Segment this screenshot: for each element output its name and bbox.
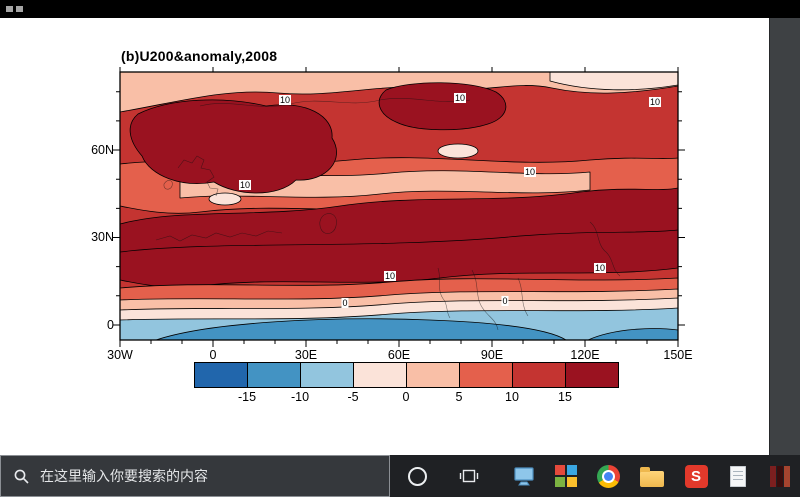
colorbar-cell <box>407 363 460 387</box>
computer-app-button[interactable] <box>504 455 544 497</box>
contour-label: 10 <box>523 167 537 177</box>
contour-label: 0 <box>341 298 349 308</box>
app-grid-button[interactable] <box>546 455 586 497</box>
taskbar: 在这里输入你要搜索的内容 <box>0 455 800 497</box>
taskbar-search[interactable]: 在这里输入你要搜索的内容 <box>0 455 390 497</box>
task-view-button[interactable] <box>448 455 490 497</box>
document-icon <box>730 465 746 487</box>
contour-label: 10 <box>278 95 292 105</box>
contour-label: 10 <box>383 271 397 281</box>
contour-label: 0 <box>501 296 509 306</box>
x-tick-label: 0 <box>209 348 217 362</box>
map-fill-bands <box>120 72 678 340</box>
red-s-app-button[interactable]: S <box>676 455 716 497</box>
red-s-app-icon: S <box>684 464 708 488</box>
contour-label: 10 <box>648 97 662 107</box>
colorbar-label: 10 <box>505 390 519 404</box>
colorbar-cell <box>301 363 354 387</box>
title-bar <box>0 0 800 18</box>
chrome-button[interactable] <box>588 455 628 497</box>
task-view-icon <box>459 469 479 483</box>
y-tick-label: 0 <box>107 318 114 332</box>
chart-title: (b)U200&anomaly,2008 <box>121 48 278 64</box>
colorbar-cell <box>248 363 301 387</box>
archive-app-button[interactable] <box>760 455 800 497</box>
colorbar-label: -5 <box>347 390 359 404</box>
archive-icon <box>770 465 790 487</box>
axis-ticks <box>113 67 685 347</box>
x-tick-label: 150E <box>663 348 693 362</box>
file-explorer-button[interactable] <box>632 455 672 497</box>
document-app-button[interactable] <box>718 455 758 497</box>
y-tick-label: 60N <box>91 143 114 157</box>
computer-icon <box>514 467 534 486</box>
colorbar-label: -10 <box>290 390 310 404</box>
x-tick-label: 60E <box>387 348 411 362</box>
contour-map-canvas <box>113 67 685 347</box>
contour-label: 10 <box>593 263 607 273</box>
colorbar-label: 5 <box>455 390 463 404</box>
colorbar-label: 15 <box>558 390 572 404</box>
colorbar-cell <box>566 363 618 387</box>
app-grid-icon <box>555 465 577 487</box>
folder-icon <box>640 466 664 487</box>
x-tick-label: 120E <box>570 348 600 362</box>
coastlines <box>155 97 621 331</box>
contour-label: 10 <box>238 180 252 190</box>
colorbar-cell <box>460 363 513 387</box>
colorbar-cell <box>195 363 248 387</box>
colorbar-label: -15 <box>237 390 257 404</box>
colorbar-cell <box>513 363 566 387</box>
x-tick-label: 90E <box>480 348 504 362</box>
search-placeholder: 在这里输入你要搜索的内容 <box>40 468 208 484</box>
cortana-button[interactable] <box>398 455 436 497</box>
colorbar-cell <box>354 363 407 387</box>
colorbar <box>194 362 619 388</box>
contour-label: 10 <box>453 93 467 103</box>
right-panel[interactable] <box>769 18 800 455</box>
colorbar-label: 0 <box>402 390 410 404</box>
cortana-icon <box>407 466 427 486</box>
y-tick-label: 30N <box>91 230 114 244</box>
x-tick-label: 30W <box>107 348 133 362</box>
titlebar-glyphs-icon <box>6 6 23 12</box>
x-tick-label: 30E <box>294 348 318 362</box>
chrome-icon <box>596 464 620 488</box>
search-icon <box>13 468 30 485</box>
